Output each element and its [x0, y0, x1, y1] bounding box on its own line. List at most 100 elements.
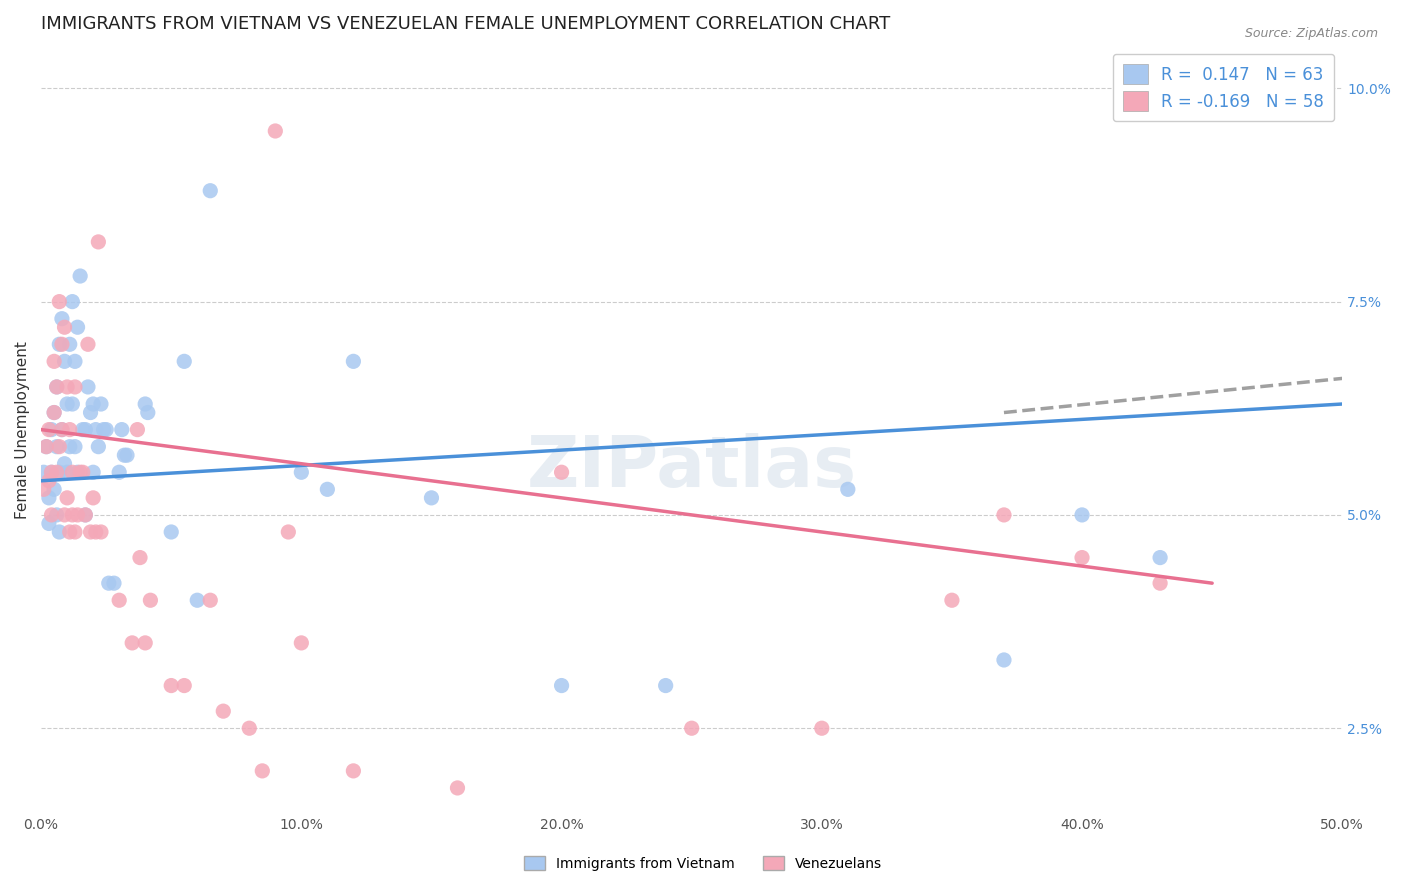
Point: [66, 465, 89, 479]
Legend: Immigrants from Vietnam, Venezuelans: Immigrants from Vietnam, Venezuelans: [519, 850, 887, 876]
Point: [90, 397, 112, 411]
Point: [72, 465, 94, 479]
Point: [75, 508, 97, 522]
Point: [66, 508, 89, 522]
Point: [160, 679, 183, 693]
Point: [111, 423, 134, 437]
Point: [42, 483, 65, 497]
Point: [82, 397, 104, 411]
Point: [41, 465, 63, 479]
Point: [56, 491, 79, 505]
Point: [53, 320, 76, 334]
Point: [63, 524, 86, 539]
Point: [77, 380, 100, 394]
Point: [810, 721, 832, 735]
Point: [45, 465, 67, 479]
Point: [264, 124, 287, 138]
Point: [59, 440, 82, 454]
Point: [45, 508, 67, 522]
Point: [59, 337, 82, 351]
Point: [186, 593, 208, 607]
Point: [108, 465, 131, 479]
Legend: R =  0.147   N = 63, R = -0.169   N = 58: R = 0.147 N = 63, R = -0.169 N = 58: [1112, 54, 1334, 121]
Point: [48, 465, 70, 479]
Point: [56, 380, 79, 394]
Point: [290, 465, 312, 479]
Point: [45, 380, 67, 394]
Point: [103, 576, 125, 591]
Point: [446, 780, 468, 795]
Point: [93, 423, 115, 437]
Point: [51, 423, 73, 437]
Point: [59, 423, 82, 437]
Point: [75, 423, 97, 437]
Point: [48, 440, 70, 454]
Point: [48, 337, 70, 351]
Point: [38, 474, 60, 488]
Point: [45, 440, 67, 454]
Point: [681, 721, 703, 735]
Point: [837, 483, 859, 497]
Point: [51, 311, 73, 326]
Point: [97, 576, 120, 591]
Point: [51, 337, 73, 351]
Point: [1149, 550, 1171, 565]
Point: [79, 405, 101, 419]
Point: [84, 524, 107, 539]
Point: [72, 423, 94, 437]
Point: [82, 465, 104, 479]
Point: [77, 337, 100, 351]
Point: [342, 764, 364, 778]
Point: [129, 550, 152, 565]
Point: [160, 524, 183, 539]
Point: [38, 516, 60, 531]
Point: [53, 457, 76, 471]
Point: [108, 593, 131, 607]
Point: [42, 405, 65, 419]
Point: [238, 721, 260, 735]
Y-axis label: Female Unemployment: Female Unemployment: [15, 341, 30, 518]
Point: [200, 184, 222, 198]
Point: [941, 593, 963, 607]
Point: [32, 465, 55, 479]
Point: [173, 354, 195, 368]
Text: IMMIGRANTS FROM VIETNAM VS VENEZUELAN FEMALE UNEMPLOYMENT CORRELATION CHART: IMMIGRANTS FROM VIETNAM VS VENEZUELAN FE…: [41, 15, 890, 33]
Point: [56, 397, 79, 411]
Point: [38, 491, 60, 505]
Point: [60, 465, 83, 479]
Point: [134, 636, 156, 650]
Point: [32, 483, 55, 497]
Point: [1149, 576, 1171, 591]
Text: Source: ZipAtlas.com: Source: ZipAtlas.com: [1244, 27, 1378, 40]
Point: [121, 636, 143, 650]
Point: [134, 397, 156, 411]
Point: [42, 354, 65, 368]
Point: [90, 524, 112, 539]
Point: [69, 465, 91, 479]
Point: [420, 491, 443, 505]
Point: [84, 423, 107, 437]
Point: [66, 320, 89, 334]
Point: [112, 448, 135, 462]
Point: [53, 354, 76, 368]
Point: [53, 508, 76, 522]
Point: [127, 423, 149, 437]
Point: [35, 440, 58, 454]
Point: [41, 465, 63, 479]
Point: [35, 440, 58, 454]
Point: [48, 294, 70, 309]
Point: [56, 465, 79, 479]
Text: ZIPatlas: ZIPatlas: [527, 434, 856, 502]
Point: [252, 764, 274, 778]
Point: [60, 294, 83, 309]
Point: [60, 508, 83, 522]
Point: [290, 636, 312, 650]
Point: [45, 380, 67, 394]
Point: [63, 440, 86, 454]
Point: [51, 423, 73, 437]
Point: [69, 268, 91, 283]
Point: [550, 465, 572, 479]
Point: [993, 508, 1015, 522]
Point: [63, 380, 86, 394]
Point: [1071, 508, 1094, 522]
